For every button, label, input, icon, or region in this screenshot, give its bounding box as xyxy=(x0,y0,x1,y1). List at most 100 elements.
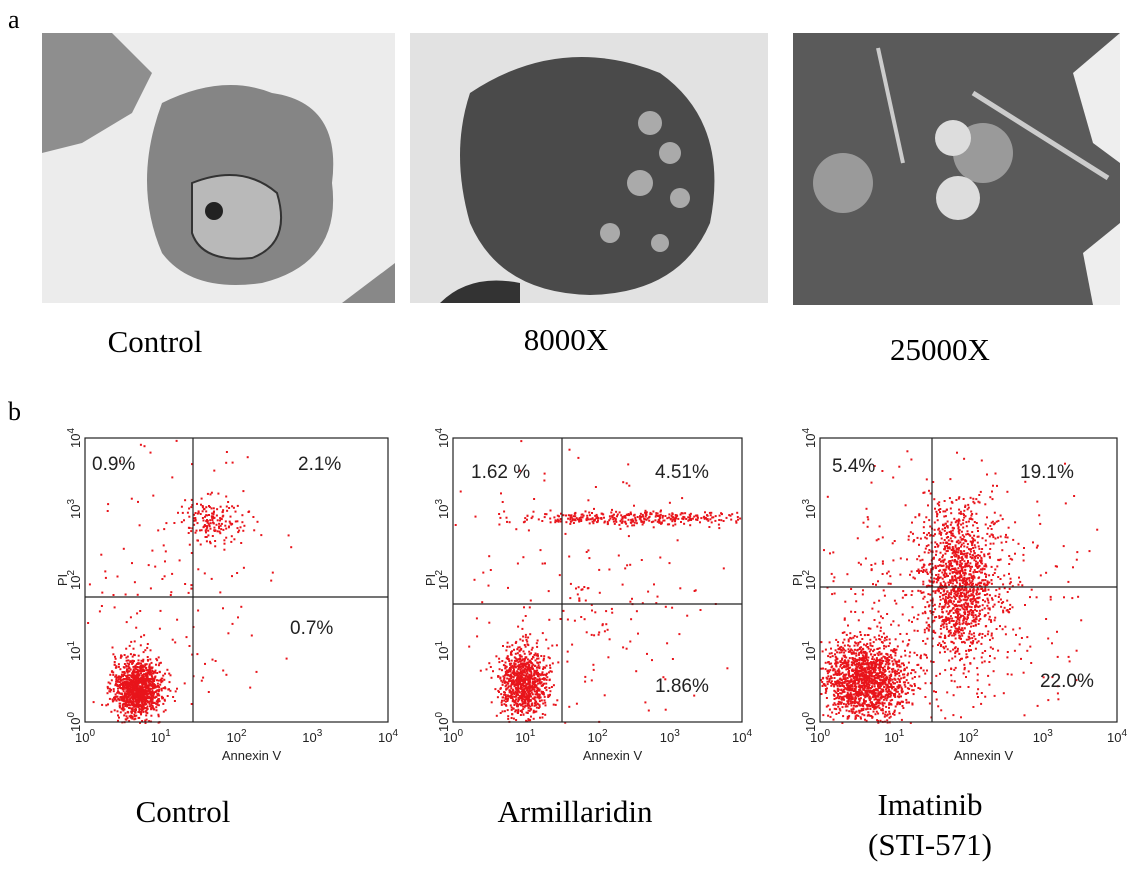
event-dot xyxy=(841,659,843,661)
event-dot xyxy=(130,641,132,643)
event-dot xyxy=(516,692,518,694)
event-dot xyxy=(521,658,523,660)
event-dot xyxy=(882,710,884,712)
event-dot xyxy=(847,671,849,673)
event-dot xyxy=(730,519,732,521)
event-dot xyxy=(898,693,900,695)
event-dot xyxy=(902,707,904,709)
micrograph xyxy=(410,33,768,303)
event-dot xyxy=(114,698,116,700)
event-dot xyxy=(627,463,629,465)
event-dot xyxy=(880,662,882,664)
event-dot xyxy=(905,699,907,701)
event-dot xyxy=(633,505,635,507)
event-dot xyxy=(105,577,107,579)
event-dot xyxy=(884,686,886,688)
event-dot xyxy=(997,650,999,652)
event-dot xyxy=(144,681,146,683)
event-dot xyxy=(847,685,849,687)
event-dot xyxy=(139,524,141,526)
event-dot xyxy=(889,663,891,665)
event-dot xyxy=(882,682,884,684)
event-dot xyxy=(134,715,136,717)
event-dot xyxy=(884,669,886,671)
event-dot xyxy=(520,668,522,670)
event-dot xyxy=(945,563,947,565)
event-dot xyxy=(924,673,926,675)
event-dot xyxy=(718,519,720,521)
event-dot xyxy=(536,691,538,693)
event-dot xyxy=(150,707,152,709)
event-dot xyxy=(545,683,547,685)
event-dot xyxy=(243,525,245,527)
event-dot xyxy=(594,515,596,517)
event-dot xyxy=(548,687,550,689)
tick-base: 10 xyxy=(226,730,240,745)
event-dot xyxy=(873,661,875,663)
event-dot xyxy=(118,663,120,665)
event-dot xyxy=(523,664,525,666)
event-dot xyxy=(546,676,548,678)
event-dot xyxy=(237,527,239,529)
event-dot xyxy=(888,707,890,709)
event-dot xyxy=(595,486,597,488)
event-dot xyxy=(127,656,129,658)
event-dot xyxy=(655,516,657,518)
event-dot xyxy=(877,713,879,715)
event-dot xyxy=(715,515,717,517)
event-dot xyxy=(847,700,849,702)
event-dot xyxy=(503,511,505,513)
event-dot xyxy=(607,523,609,525)
event-dot xyxy=(513,649,515,651)
event-dot xyxy=(171,573,173,575)
event-dot xyxy=(520,697,522,699)
tick-label: 101 xyxy=(66,641,83,661)
event-dot xyxy=(490,666,492,668)
event-dot xyxy=(544,702,546,704)
event-dot xyxy=(528,674,530,676)
event-dot xyxy=(946,628,948,630)
event-dot xyxy=(100,554,102,556)
event-dot xyxy=(859,664,861,666)
tick-base: 10 xyxy=(378,730,392,745)
event-dot xyxy=(165,550,167,552)
event-dot xyxy=(544,667,546,669)
event-dot xyxy=(503,694,505,696)
event-dot xyxy=(519,688,521,690)
event-dot xyxy=(617,514,619,516)
event-dot xyxy=(159,628,161,630)
event-dot xyxy=(538,518,540,520)
event-dot xyxy=(207,493,209,495)
event-dot xyxy=(523,670,525,672)
event-dot xyxy=(172,639,174,641)
event-dot xyxy=(874,696,876,698)
event-dot xyxy=(972,640,974,642)
event-dot xyxy=(152,682,154,684)
event-dot xyxy=(206,519,208,521)
event-dot xyxy=(515,653,517,655)
event-dot xyxy=(104,570,106,572)
event-dot xyxy=(885,646,887,648)
event-dot xyxy=(929,563,931,565)
event-dot xyxy=(896,686,898,688)
event-dot xyxy=(506,666,508,668)
event-dot xyxy=(613,521,615,523)
event-dot xyxy=(890,700,892,702)
event-dot xyxy=(515,696,517,698)
event-dot xyxy=(517,700,519,702)
event-dot xyxy=(513,666,515,668)
event-dot xyxy=(151,662,153,664)
event-dot xyxy=(589,522,591,524)
event-dot xyxy=(889,667,891,669)
event-dot xyxy=(587,587,589,589)
event-dot xyxy=(141,684,143,686)
event-dot xyxy=(148,564,150,566)
event-dot xyxy=(510,704,512,706)
event-dot xyxy=(513,718,515,720)
event-dot xyxy=(542,703,544,705)
event-dot xyxy=(835,649,837,651)
event-dot xyxy=(526,639,528,641)
event-dot xyxy=(525,615,527,617)
event-dot xyxy=(622,646,624,648)
